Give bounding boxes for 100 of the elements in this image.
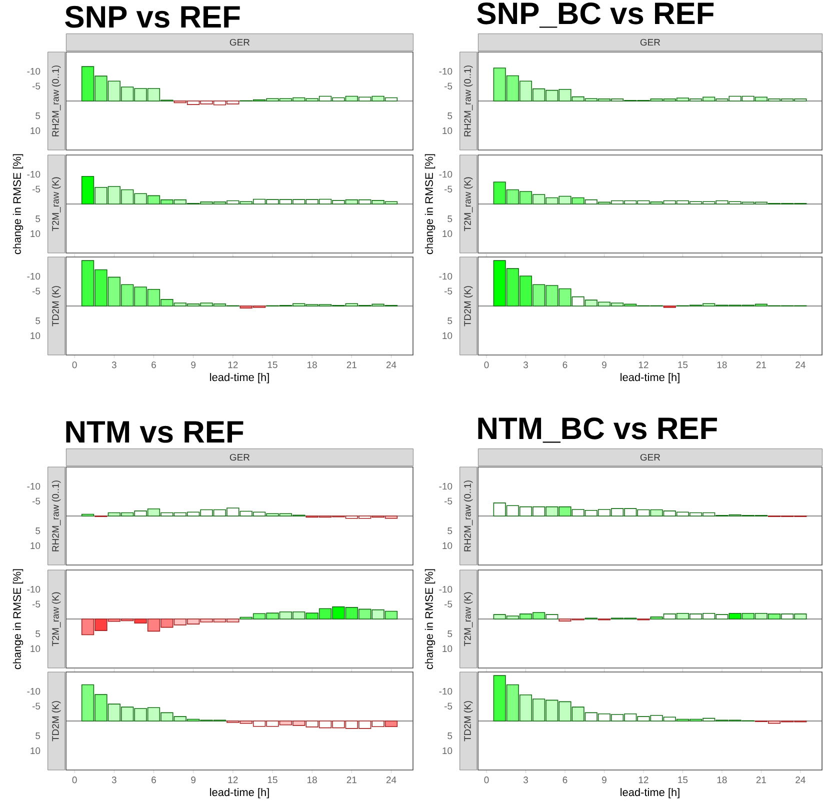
x-tick-label: 15 (678, 362, 688, 368)
x-tick-label: 18 (308, 362, 317, 368)
x-tick-label: 3 (112, 362, 116, 368)
x-tick-label: 6 (562, 362, 568, 368)
y-tick-label: -10 (439, 688, 452, 695)
y-tick-label: -5 (32, 702, 40, 710)
x-tick-label: 12 (228, 362, 238, 368)
y-tick-label: -10 (439, 272, 452, 280)
x-tick-label: 3 (523, 362, 528, 368)
y-tick-label: -10 (27, 170, 40, 178)
y-axis-title: T2M_raw (K) (52, 592, 61, 646)
y-tick-label: 5 (448, 630, 452, 638)
y-axis-title: T2M_raw (K) (464, 177, 473, 232)
y-tick-label: -5 (444, 82, 452, 90)
y-tick-label: -5 (444, 186, 452, 192)
x-tick-label: 18 (717, 362, 727, 368)
y-tick-label: -10 (27, 482, 40, 490)
y-tick-label: 10 (30, 747, 40, 754)
x-tick-label: 0 (484, 776, 489, 784)
y-axis-title: RH2M_raw (0..1) (52, 480, 61, 552)
y-axis-title: T2M_raw (K) (464, 592, 473, 646)
y-tick-label: -5 (444, 702, 452, 710)
text: change in RMSE [%] (12, 154, 24, 254)
y-tick-label: 5 (36, 630, 40, 638)
x-tick-label: 21 (756, 362, 766, 368)
y-tick-label: 10 (442, 542, 452, 550)
chart-subtitle: GER (640, 38, 660, 46)
x-tick-label: 21 (756, 776, 766, 784)
y-tick-label: -5 (32, 186, 40, 192)
text: change in RMSE [%] (12, 569, 24, 670)
x-tick-label: 24 (386, 776, 396, 784)
y-tick-label: -10 (439, 482, 452, 490)
y-tick-label: 10 (30, 645, 40, 652)
x-tick-label: 6 (152, 776, 156, 784)
y-tick-label: 10 (442, 645, 452, 652)
x-tick-label: 12 (228, 776, 238, 784)
chart-title: SNP vs REF (65, 6, 240, 28)
y-tick-label: -10 (439, 68, 452, 75)
y-tick-label: -10 (27, 586, 40, 593)
y-tick-label: -5 (32, 600, 40, 608)
y-tick-label: 5 (448, 318, 452, 324)
y-tick-label: 5 (448, 732, 452, 740)
text: change in RMSE [%] (424, 569, 436, 670)
y-tick-label: -10 (27, 68, 40, 75)
x-tick-label: 9 (602, 776, 606, 784)
y-axis-title: TD2M (K) (464, 701, 473, 742)
y-tick-label: 10 (30, 542, 40, 550)
y-tick-label: 5 (36, 216, 40, 222)
x-axis-title: lead-time [h] (620, 788, 680, 798)
y-axis-title: TD2M (K) (52, 286, 61, 326)
y-tick-label: 5 (36, 112, 40, 120)
y-axis-title: RH2M_raw (0..1) (464, 480, 473, 552)
y-axis-title: T2M_raw (K) (52, 177, 61, 232)
y-tick-label: -10 (439, 170, 452, 178)
y-tick-label: -5 (32, 288, 40, 294)
x-tick-label: 3 (523, 776, 528, 784)
chart-subtitle: GER (640, 454, 660, 461)
x-tick-label: 15 (268, 776, 278, 784)
x-tick-label: 24 (796, 776, 806, 784)
y-tick-label: 5 (36, 732, 40, 740)
x-tick-label: 21 (346, 776, 356, 784)
x-tick-label: 9 (191, 776, 196, 784)
y-tick-label: 10 (30, 127, 40, 134)
y-tick-label: 10 (30, 332, 40, 340)
y-tick-label: -10 (27, 272, 40, 280)
x-tick-label: 15 (268, 362, 278, 368)
x-tick-label: 0 (72, 362, 77, 368)
x-tick-label: 9 (191, 362, 196, 368)
x-tick-label: 15 (678, 776, 688, 784)
y-tick-label: 5 (448, 112, 452, 120)
x-tick-label: 6 (562, 776, 568, 784)
x-tick-label: 9 (602, 362, 606, 368)
y-axis-title: RH2M_raw (0..1) (464, 66, 473, 136)
x-tick-label: 12 (638, 362, 648, 368)
chart-title: NTM vs REF (66, 421, 244, 443)
x-tick-label: 18 (717, 776, 727, 784)
x-tick-label: 12 (638, 776, 648, 784)
chart-subtitle: GER (230, 454, 250, 461)
y-tick-label: -5 (32, 498, 40, 504)
x-axis-title: lead-time [h] (620, 373, 680, 384)
y-tick-label: -10 (27, 688, 40, 695)
y-axis-title: TD2M (K) (464, 286, 473, 326)
y-axis-title: RH2M_raw (0..1) (52, 66, 61, 136)
chart-title: SNP_BC vs REF (477, 2, 714, 28)
y-tick-label: 5 (36, 528, 40, 534)
y-tick-label: 10 (30, 230, 40, 238)
y-tick-label: -5 (444, 600, 452, 608)
x-axis-title: lead-time [h] (210, 788, 269, 798)
y-tick-label: 10 (442, 332, 452, 340)
x-axis-title: lead-time [h] (210, 373, 269, 384)
chart-title: NTM_BC vs REF (478, 417, 717, 443)
y-tick-label: -10 (439, 586, 452, 593)
y-tick-label: 5 (448, 528, 452, 534)
chart-subtitle: GER (230, 38, 250, 46)
y-axis-title: TD2M (K) (52, 701, 61, 742)
x-tick-label: 0 (484, 362, 489, 368)
y-tick-label: 10 (442, 747, 452, 754)
x-tick-label: 21 (346, 362, 356, 368)
x-tick-label: 3 (112, 776, 116, 784)
text: change in RMSE [%] (424, 154, 436, 254)
